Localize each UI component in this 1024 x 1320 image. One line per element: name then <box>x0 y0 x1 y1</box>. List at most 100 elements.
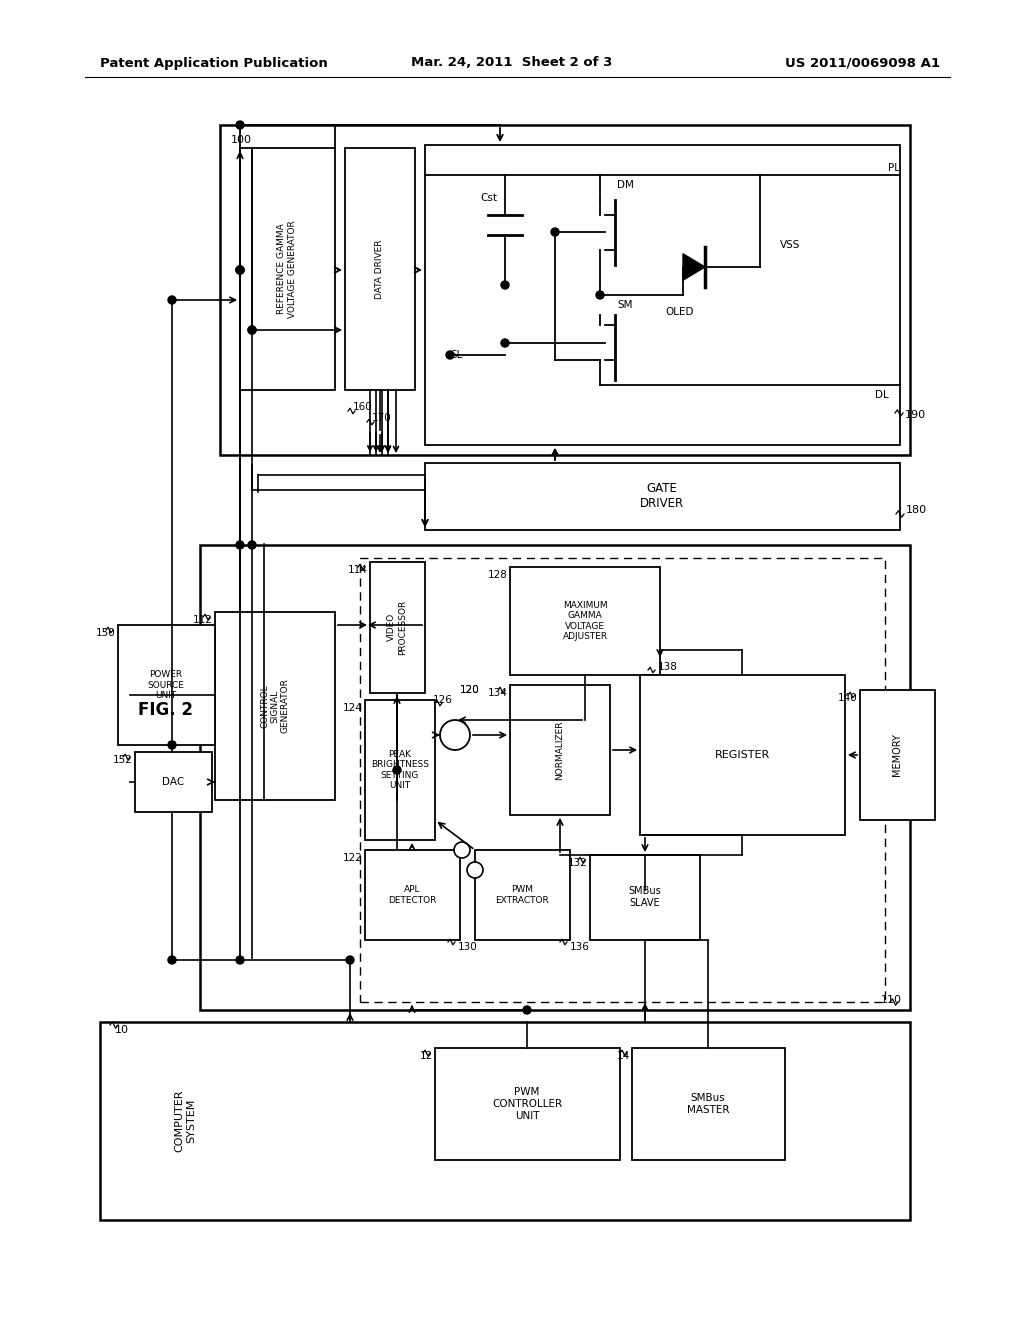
Text: 190: 190 <box>905 411 926 420</box>
Text: REFERENCE GAMMA
VOLTAGE GENERATOR: REFERENCE GAMMA VOLTAGE GENERATOR <box>278 220 297 318</box>
Text: 134: 134 <box>488 688 508 698</box>
Circle shape <box>236 956 244 964</box>
Bar <box>240 148 335 389</box>
Bar <box>425 145 900 445</box>
Text: Mar. 24, 2011  Sheet 2 of 3: Mar. 24, 2011 Sheet 2 of 3 <box>412 57 612 70</box>
Circle shape <box>236 267 244 275</box>
Text: 110: 110 <box>881 995 902 1005</box>
Text: Patent Application Publication: Patent Application Publication <box>100 57 328 70</box>
Text: 120: 120 <box>460 685 480 696</box>
Text: MEMORY: MEMORY <box>892 734 902 776</box>
Circle shape <box>467 862 483 878</box>
Circle shape <box>236 267 244 275</box>
Text: 160: 160 <box>353 403 373 412</box>
Text: CONTROL
SIGNAL
GENERATOR: CONTROL SIGNAL GENERATOR <box>260 678 290 734</box>
Text: 14: 14 <box>616 1051 630 1061</box>
Text: 132: 132 <box>568 858 588 869</box>
Bar <box>640 675 845 836</box>
Text: REGISTER: REGISTER <box>715 750 770 760</box>
Text: PWM
EXTRACTOR: PWM EXTRACTOR <box>496 886 549 904</box>
Text: 124: 124 <box>343 704 362 713</box>
Circle shape <box>523 1006 531 1014</box>
Text: DM: DM <box>617 180 634 190</box>
Text: 114: 114 <box>348 565 368 576</box>
Bar <box>435 1048 620 1160</box>
Bar <box>135 752 212 812</box>
Circle shape <box>236 541 244 549</box>
Text: 136: 136 <box>570 942 590 952</box>
Text: POWER
SOURCE
UNIT: POWER SOURCE UNIT <box>147 671 184 700</box>
Bar <box>860 690 935 820</box>
Bar <box>510 685 610 814</box>
Text: DATA DRIVER: DATA DRIVER <box>376 239 384 298</box>
Text: FIG. 2: FIG. 2 <box>137 701 193 719</box>
Circle shape <box>168 296 176 304</box>
Text: US 2011/0069098 A1: US 2011/0069098 A1 <box>785 57 940 70</box>
Text: 152: 152 <box>113 755 133 766</box>
Bar <box>590 855 700 940</box>
Text: 138: 138 <box>658 663 678 672</box>
Circle shape <box>446 351 454 359</box>
Text: SMBus
MASTER: SMBus MASTER <box>687 1093 729 1115</box>
Text: 100: 100 <box>231 135 252 145</box>
Bar <box>370 562 425 693</box>
Text: OLED: OLED <box>666 308 694 317</box>
Circle shape <box>440 719 470 750</box>
Text: COMPUTER
SYSTEM: COMPUTER SYSTEM <box>174 1090 196 1152</box>
Circle shape <box>168 741 176 748</box>
Text: 150: 150 <box>96 628 116 638</box>
Circle shape <box>501 339 509 347</box>
Circle shape <box>248 326 256 334</box>
Bar <box>100 1022 910 1220</box>
Bar <box>220 125 910 455</box>
Circle shape <box>168 956 176 964</box>
Text: DAC: DAC <box>162 777 184 787</box>
Text: Cst: Cst <box>480 193 497 203</box>
Text: PL: PL <box>888 162 900 173</box>
Text: 128: 128 <box>488 570 508 579</box>
Text: NORMALIZER: NORMALIZER <box>555 721 564 780</box>
Text: 140: 140 <box>839 693 858 704</box>
Bar <box>345 148 415 389</box>
Bar <box>215 612 335 800</box>
Circle shape <box>551 228 559 236</box>
Circle shape <box>236 121 244 129</box>
Text: VSS: VSS <box>780 240 801 249</box>
Text: MAXIMUM
GAMMA
VOLTAGE
ADJUSTER: MAXIMUM GAMMA VOLTAGE ADJUSTER <box>562 601 607 642</box>
Text: APL
DETECTOR: APL DETECTOR <box>388 886 436 904</box>
Text: 126: 126 <box>433 696 453 705</box>
Text: 120: 120 <box>460 685 480 696</box>
Polygon shape <box>683 253 705 280</box>
Bar <box>425 463 900 531</box>
Text: SM: SM <box>617 300 633 310</box>
Circle shape <box>248 326 256 334</box>
Text: PEAK
BRIGHTNESS
SETTING
UNIT: PEAK BRIGHTNESS SETTING UNIT <box>371 750 429 791</box>
Text: 122: 122 <box>343 853 362 863</box>
Bar <box>365 850 460 940</box>
Text: 12: 12 <box>420 1051 433 1061</box>
Bar <box>200 545 910 1010</box>
Bar <box>118 624 215 744</box>
Text: 130: 130 <box>458 942 478 952</box>
Text: DL: DL <box>874 389 889 400</box>
Text: 170: 170 <box>372 413 392 422</box>
Text: PWM
CONTROLLER
UNIT: PWM CONTROLLER UNIT <box>492 1088 562 1121</box>
Text: 180: 180 <box>906 506 927 515</box>
Circle shape <box>596 290 604 300</box>
Bar <box>632 1048 785 1160</box>
Text: VIDEO
PROCESSOR: VIDEO PROCESSOR <box>387 599 407 655</box>
Circle shape <box>236 267 244 275</box>
Circle shape <box>346 956 354 964</box>
Bar <box>475 850 570 940</box>
Bar <box>365 700 435 840</box>
Text: GATE
DRIVER: GATE DRIVER <box>640 482 684 510</box>
Circle shape <box>393 766 401 774</box>
Text: SMBus
SLAVE: SMBus SLAVE <box>629 886 662 908</box>
Text: SL: SL <box>450 350 463 360</box>
Text: 112: 112 <box>194 615 213 624</box>
Text: ×: × <box>447 726 463 744</box>
Bar <box>360 558 885 1002</box>
Circle shape <box>501 281 509 289</box>
Circle shape <box>454 842 470 858</box>
Text: 10: 10 <box>115 1026 129 1035</box>
